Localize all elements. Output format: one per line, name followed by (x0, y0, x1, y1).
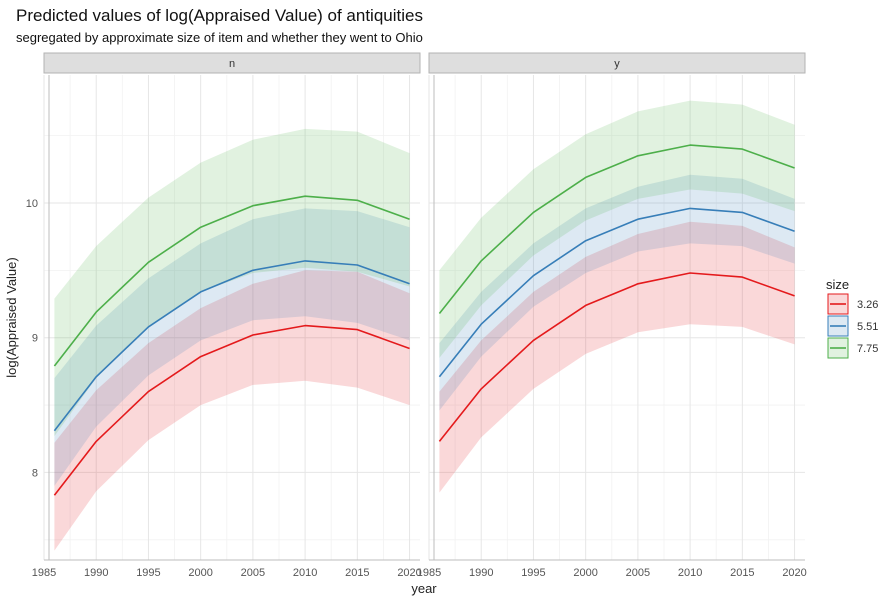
facet-strip-label: n (229, 58, 235, 70)
confidence-band-3-26 (54, 270, 410, 551)
panel-y: y 1985 1990 1995 2000 2005 2010 2015 2020 (417, 52, 807, 579)
confidence-band-5-51 (439, 174, 795, 411)
x-axis-title: year (411, 581, 437, 596)
series-line-3-26 (53, 324, 410, 496)
facet-strip-label: y (614, 58, 620, 70)
legend-label: 5.51 (857, 321, 878, 333)
series-line-3-26 (438, 272, 795, 442)
legend-label: 7.75 (857, 343, 878, 355)
series-line-5-51 (53, 260, 410, 432)
x-tick-label: 2020 (397, 567, 421, 579)
x-tick-label: 1985 (32, 567, 56, 579)
legend-label: 3.26 (857, 299, 878, 311)
chart-subtitle: segregated by approximate size of item a… (16, 30, 423, 45)
x-tick-label: 1990 (84, 567, 108, 579)
series-line-7-75 (438, 144, 795, 314)
legend-key (827, 293, 849, 315)
x-tick-label: 1990 (469, 567, 493, 579)
legend-key (827, 337, 849, 359)
chart-title: Predicted values of log(Appraised Value)… (16, 6, 423, 25)
x-tick-label: 2005 (241, 567, 265, 579)
series-line-7-75 (53, 195, 410, 367)
x-tick-label: 2015 (730, 567, 754, 579)
x-tick-label: 2015 (345, 567, 369, 579)
x-tick-label: 2010 (678, 567, 702, 579)
facet-strip (428, 52, 806, 74)
x-tick-label: 2000 (188, 567, 212, 579)
legend-key (827, 315, 849, 337)
x-tick-label: 1995 (136, 567, 160, 579)
y-tick-label: 10 (26, 198, 38, 210)
confidence-band-5-51 (54, 208, 410, 486)
facet-strip (43, 52, 421, 74)
confidence-band-7-75 (439, 100, 795, 358)
y-axis-title: log(Appraised Value) (4, 257, 19, 377)
series-line-5-51 (438, 207, 795, 378)
confidence-band-3-26 (439, 221, 795, 493)
x-tick-label: 2000 (573, 567, 597, 579)
panel-n: n 1985 1990 1995 2000 2005 2010 2015 2020 (32, 52, 422, 579)
y-tick-label: 9 (32, 333, 38, 345)
x-tick-label: 2010 (293, 567, 317, 579)
legend: size 3.26 5.51 7.75 (826, 277, 878, 359)
legend-title: size (826, 277, 849, 292)
x-tick-label: 2020 (782, 567, 806, 579)
x-tick-label: 2005 (626, 567, 650, 579)
y-tick-label: 8 (32, 467, 38, 479)
x-tick-label: 1995 (521, 567, 545, 579)
x-tick-label: 1985 (417, 567, 441, 579)
confidence-band-7-75 (54, 128, 410, 437)
